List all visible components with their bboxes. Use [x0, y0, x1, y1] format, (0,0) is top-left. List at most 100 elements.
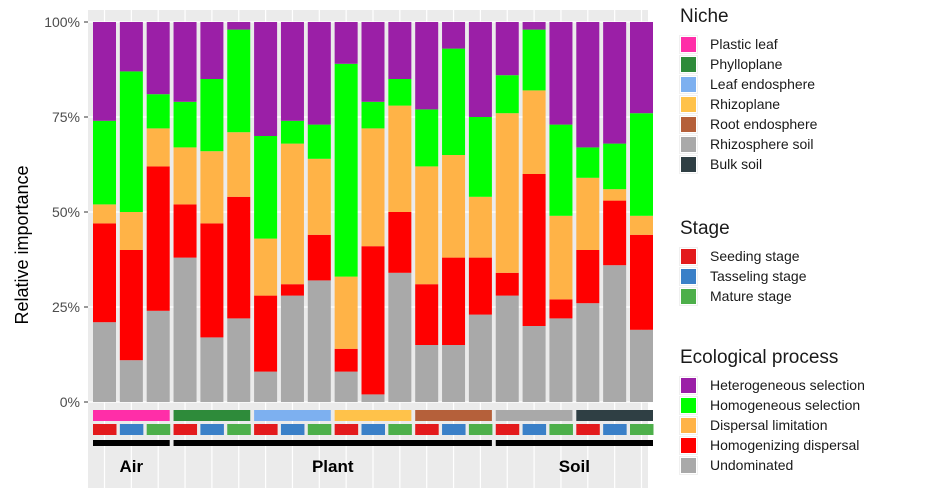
bar-segment-homogeneous-selection: [93, 120, 116, 205]
bar-segment-dispersal-limitation: [549, 215, 573, 300]
stage-legend-item: Tasseling stage: [679, 266, 807, 286]
bar-segment-homogeneous-selection: [280, 120, 304, 144]
bar-segment-dispersal-limitation: [146, 128, 170, 167]
bar-segment-homogenizing-dispersal: [307, 234, 331, 281]
bar-segment-undominated: [254, 371, 278, 402]
bar-segment-heterogeneous-selection: [415, 22, 439, 110]
stage-strip-block: [549, 424, 573, 435]
stage-strip-block: [93, 424, 117, 435]
bar-segment-heterogeneous-selection: [93, 22, 116, 121]
bar-segment-heterogeneous-selection: [361, 22, 385, 102]
bar-segment-homogeneous-selection: [630, 113, 653, 216]
bar-segment-homogeneous-selection: [495, 75, 519, 114]
bar-segment-dispersal-limitation: [468, 196, 492, 258]
group-bar-air: [93, 440, 170, 446]
bar-segment-undominated: [522, 326, 546, 402]
bar-segment-homogeneous-selection: [307, 124, 331, 159]
process-legend-swatch: [679, 435, 698, 455]
bar-segment-homogeneous-selection: [522, 29, 546, 91]
stage-legend-label: Tasseling stage: [710, 268, 807, 284]
niche-strip-block: [93, 410, 170, 421]
bar-segment-heterogeneous-selection: [146, 22, 170, 95]
stage-strip-block: [522, 424, 547, 435]
bar-segment-heterogeneous-selection: [630, 22, 653, 114]
bar-segment-homogenizing-dispersal: [415, 284, 439, 345]
bar-segment-homogenizing-dispersal: [280, 284, 304, 296]
stage-strip-block: [307, 424, 332, 435]
bar-segment-dispersal-limitation: [522, 90, 546, 174]
stage-strip-block: [334, 424, 359, 435]
bar-segment-dispersal-limitation: [630, 215, 653, 235]
stage-strip-block: [576, 424, 600, 435]
bar-segment-homogeneous-selection: [173, 101, 197, 148]
niche-legend-label: Root endosphere: [710, 116, 818, 132]
bar-segment-dispersal-limitation: [495, 113, 519, 273]
group-label-air: Air: [120, 457, 144, 476]
stage-strip-block: [468, 424, 493, 435]
y-tick-label: 75%: [52, 109, 80, 125]
bar-segment-homogenizing-dispersal: [468, 257, 492, 315]
bar-segment-homogenizing-dispersal: [361, 246, 385, 395]
bar-segment-heterogeneous-selection: [173, 22, 197, 102]
bar-stack: [549, 22, 573, 402]
niche-strip-block: [415, 410, 492, 421]
stage-strip-block: [415, 424, 439, 435]
process-legend-label: Dispersal limitation: [710, 417, 828, 433]
y-axis-title: Relative importance: [12, 165, 32, 324]
niche-legend-item: Rhizosphere soil: [679, 134, 817, 154]
bar-stack: [227, 22, 251, 402]
bar-segment-homogeneous-selection: [119, 71, 143, 213]
bar-segment-undominated: [227, 318, 251, 402]
bar-segment-dispersal-limitation: [254, 238, 278, 296]
bar-segment-undominated: [307, 280, 331, 402]
bar-segment-homogeneous-selection: [549, 124, 573, 216]
stage-legend-swatch: [679, 246, 698, 266]
process-legend-swatch: [679, 455, 698, 475]
bar-segment-homogeneous-selection: [442, 48, 466, 155]
stage-legend-label: Seeding stage: [710, 248, 800, 264]
niche-strip-block: [254, 410, 331, 421]
bar-segment-homogeneous-selection: [603, 143, 627, 190]
niche-legend-label: Rhizoplane: [710, 96, 781, 112]
bar-stack: [254, 22, 278, 402]
bar-stack: [522, 22, 546, 402]
bar-segment-homogenizing-dispersal: [146, 166, 170, 311]
bar-segment-dispersal-limitation: [93, 204, 116, 224]
bar-stack: [468, 22, 492, 402]
bar-segment-homogenizing-dispersal: [522, 174, 546, 326]
y-tick-label: 25%: [52, 299, 80, 315]
niche-legend-item: Root endosphere: [679, 114, 818, 134]
stage-strip-block: [280, 424, 305, 435]
bar-stack: [388, 22, 412, 402]
group-label-plant: Plant: [312, 457, 354, 476]
process-legend-label: Homogeneous selection: [710, 397, 861, 413]
bar-segment-homogeneous-selection: [227, 29, 251, 133]
bar-stack: [442, 22, 466, 402]
niche-legend-label: Leaf endosphere: [710, 76, 816, 92]
stage-strip-block: [227, 424, 251, 435]
bar-segment-homogenizing-dispersal: [630, 234, 653, 330]
bar-stack: [146, 22, 170, 402]
bar-segment-homogeneous-selection: [415, 109, 439, 167]
process-legend-label: Undominated: [710, 457, 794, 473]
bar-segment-heterogeneous-selection: [254, 22, 278, 136]
bar-segment-undominated: [388, 272, 412, 402]
bar-segment-dispersal-limitation: [173, 147, 197, 205]
bar-segment-homogenizing-dispersal: [495, 272, 519, 296]
process-legend-label: Homogenizing dispersal: [710, 437, 860, 453]
bar-segment-homogeneous-selection: [254, 136, 278, 239]
bar-segment-homogenizing-dispersal: [549, 299, 573, 319]
process-legend-swatch: [679, 415, 698, 435]
stage-legend-item: Seeding stage: [679, 246, 807, 266]
bar-segment-heterogeneous-selection: [200, 22, 224, 79]
bar-segment-dispersal-limitation: [119, 212, 143, 250]
niche-strip-block: [576, 410, 653, 421]
niche-legend-item: Bulk soil: [679, 154, 817, 174]
bar-stack: [334, 22, 358, 402]
niche-legend-swatch: [679, 114, 698, 134]
bar-segment-undominated: [495, 295, 519, 402]
bar-segment-heterogeneous-selection: [280, 22, 304, 121]
niche-strip-block: [495, 410, 573, 421]
bar-segment-homogeneous-selection: [576, 147, 600, 178]
niche-legend-swatch: [679, 54, 698, 74]
